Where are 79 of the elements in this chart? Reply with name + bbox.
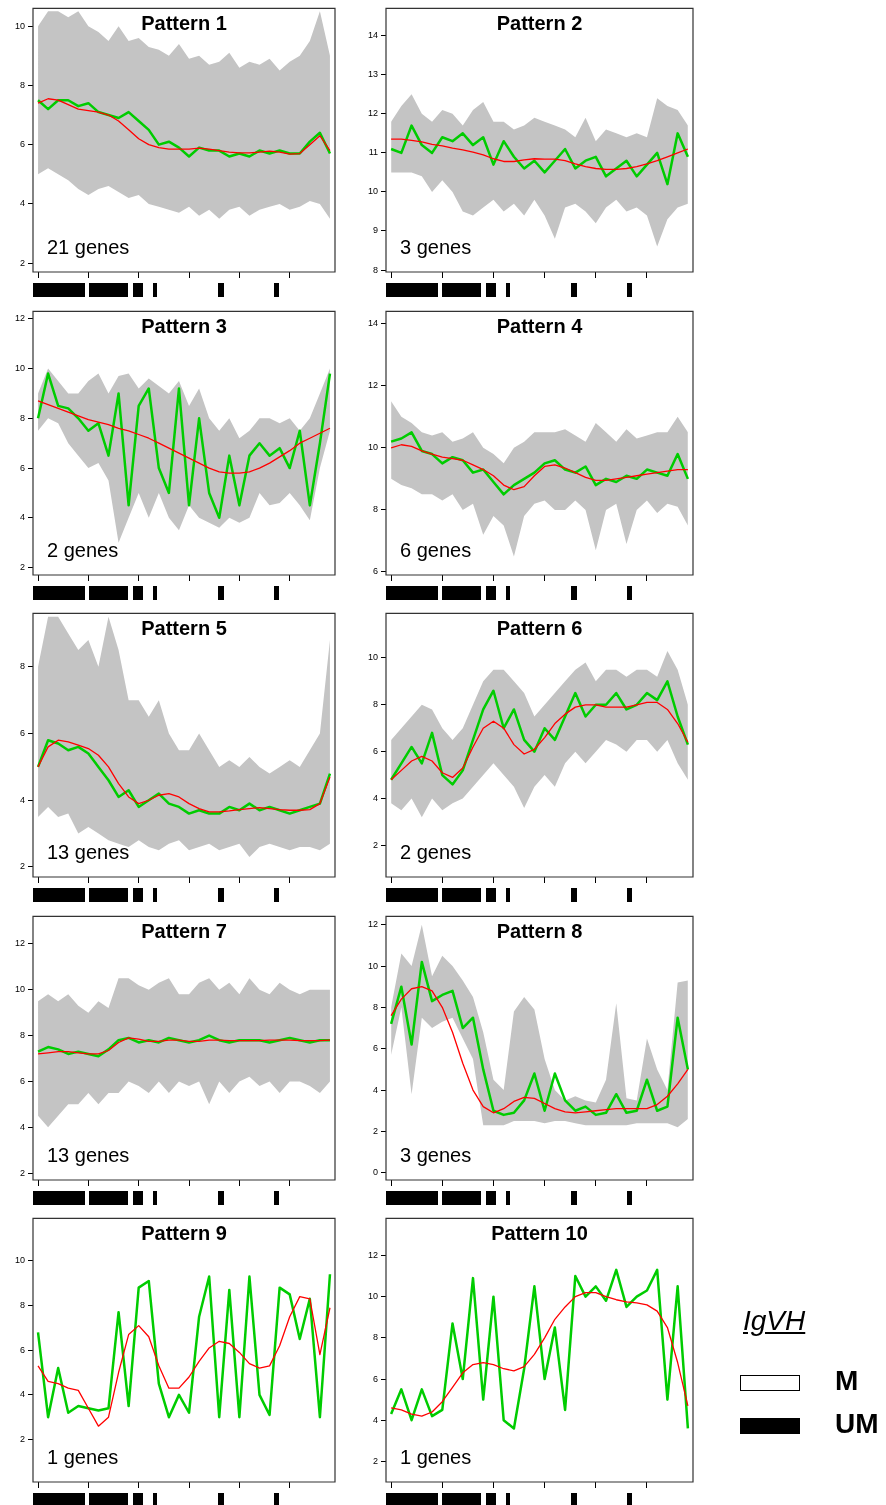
y-tick-label: 8 — [19, 1300, 25, 1311]
annotation: 2 genes — [400, 840, 472, 863]
annotation: 13 genes — [47, 1143, 130, 1166]
y-tick-label: 6 — [19, 728, 25, 739]
y-tick-label: 8 — [19, 79, 25, 90]
y-tick-label: 12 — [367, 919, 378, 930]
chart-title: Pattern 10 — [491, 1221, 588, 1244]
category-label: M — [835, 1365, 859, 1397]
y-tick-label: 10 — [367, 442, 378, 453]
y-tick-label: 10 — [14, 20, 25, 31]
y-tick-label: 9 — [372, 225, 378, 236]
chart-title: Pattern 6 — [496, 616, 583, 639]
y-tick-label: 4 — [19, 794, 25, 805]
y-tick-label: 2 — [372, 1125, 378, 1136]
y-tick-label: 10 — [367, 186, 378, 197]
annotation: 6 genes — [400, 538, 472, 561]
y-tick-label: 2 — [372, 1455, 378, 1466]
y-tick-label: 0 — [372, 1167, 378, 1178]
y-tick-label: 10 — [14, 984, 25, 995]
y-tick-label: 10 — [14, 363, 25, 374]
category-label: UM — [835, 1408, 879, 1440]
y-tick-label: 8 — [19, 412, 25, 423]
y-tick-label: 10 — [367, 1291, 378, 1302]
annotation: 13 genes — [47, 840, 130, 863]
y-tick-label: 6 — [19, 462, 25, 473]
y-tick-label: 2 — [19, 257, 25, 268]
y-tick-label: 4 — [372, 1414, 378, 1425]
y-tick-label: 6 — [372, 566, 378, 577]
y-tick-label: 14 — [367, 318, 378, 329]
y-tick-label: 2 — [19, 861, 25, 872]
y-tick-label: 2 — [19, 1434, 25, 1445]
y-tick-label: 6 — [372, 1043, 378, 1054]
y-tick-label: 13 — [367, 69, 378, 80]
y-tick-label: 4 — [19, 198, 25, 209]
chart-title: Pattern 7 — [141, 919, 227, 942]
y-tick-label: 12 — [367, 380, 378, 391]
y-tick-label: 6 — [19, 139, 25, 150]
y-tick-label: 2 — [372, 839, 378, 850]
y-tick-label: 10 — [367, 960, 378, 971]
text: IgVH — [743, 1305, 806, 1337]
annotation: 1 genes — [400, 1445, 472, 1468]
y-tick-label: 8 — [372, 1332, 378, 1343]
y-tick-label: 8 — [372, 1001, 378, 1012]
y-tick-label: 12 — [367, 1249, 378, 1260]
chart-title: Pattern 2 — [496, 11, 583, 34]
chart-title: Pattern 8 — [496, 919, 583, 942]
y-tick-label: 11 — [368, 147, 378, 158]
y-tick-label: 2 — [19, 1167, 25, 1178]
annotation: 21 genes — [47, 235, 130, 258]
y-tick-label: 8 — [372, 264, 378, 275]
chart-title: Pattern 1 — [141, 11, 227, 34]
y-tick-label: 4 — [19, 512, 25, 523]
y-tick-label: 2 — [19, 562, 25, 573]
y-tick-label: 14 — [367, 30, 378, 41]
y-tick-label: 8 — [19, 1030, 25, 1041]
y-tick-label: 6 — [19, 1344, 25, 1355]
y-tick-label: 12 — [14, 313, 25, 324]
annotation: 1 genes — [47, 1445, 119, 1468]
chart-title: Pattern 4 — [496, 314, 584, 337]
y-tick-label: 4 — [19, 1389, 25, 1400]
y-tick-label: 12 — [367, 108, 378, 119]
annotation: 3 genes — [400, 1143, 472, 1166]
chart-title: Pattern 5 — [141, 616, 227, 639]
y-tick-label: 10 — [14, 1255, 25, 1266]
annotation: 2 genes — [47, 538, 119, 561]
y-tick-label: 6 — [372, 1373, 378, 1384]
y-tick-label: 4 — [372, 1084, 378, 1095]
y-tick-label: 10 — [367, 652, 378, 663]
y-tick-label: 6 — [372, 746, 378, 757]
y-tick-label: 4 — [372, 792, 378, 803]
y-tick-label: 8 — [19, 661, 25, 672]
annotation: 3 genes — [400, 235, 472, 258]
y-tick-label: 12 — [14, 938, 25, 949]
y-tick-label: 6 — [19, 1075, 25, 1086]
chart-title: Pattern 3 — [141, 314, 227, 337]
y-tick-label: 4 — [19, 1121, 25, 1132]
chart-title: Pattern 9 — [141, 1221, 227, 1244]
y-tick-label: 8 — [372, 504, 378, 515]
y-tick-label: 8 — [372, 699, 378, 710]
